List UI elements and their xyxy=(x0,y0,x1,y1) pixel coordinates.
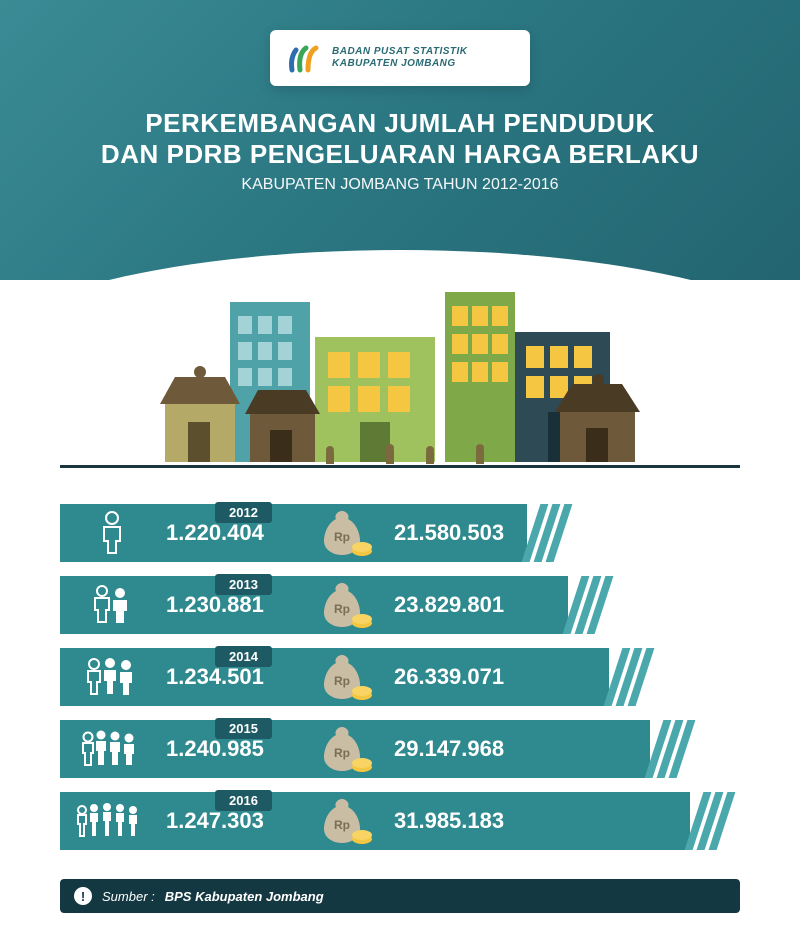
money-bag-icon: Rp xyxy=(310,509,380,557)
org-name-line2: KABUPATEN JOMBANG xyxy=(332,58,468,70)
people-icon xyxy=(72,583,152,627)
title-line1: PERKEMBANGAN JUMLAH PENDUDUK xyxy=(0,108,800,139)
money-bag-icon: Rp xyxy=(310,797,380,845)
title-line2: DAN PDRB PENGELUARAN HARGA BERLAKU xyxy=(0,139,800,170)
pdrb-value: 26.339.071 xyxy=(394,664,504,690)
pdrb-value: 21.580.503 xyxy=(394,520,504,546)
org-name-line1: BADAN PUSAT STATISTIK xyxy=(332,46,468,58)
year-badge: 2015 xyxy=(215,718,272,739)
population-value: 1.247.303 xyxy=(166,808,296,834)
source-value: BPS Kabupaten Jombang xyxy=(165,889,324,904)
year-badge: 2014 xyxy=(215,646,272,667)
logo-text: BADAN PUSAT STATISTIK KABUPATEN JOMBANG xyxy=(332,46,468,70)
pdrb-value: 23.829.801 xyxy=(394,592,504,618)
pdrb-value: 31.985.183 xyxy=(394,808,504,834)
money-bag-icon: Rp xyxy=(310,581,380,629)
ground-divider xyxy=(60,465,740,468)
year-badge: 2012 xyxy=(215,502,272,523)
people-icon xyxy=(72,511,152,555)
header-band: BADAN PUSAT STATISTIK KABUPATEN JOMBANG … xyxy=(0,0,800,280)
source-footer: ! Sumber : BPS Kabupaten Jombang xyxy=(60,879,740,913)
money-bag-icon: Rp xyxy=(310,725,380,773)
data-row: 2016 1.247.303 xyxy=(60,792,740,850)
year-badge: 2013 xyxy=(215,574,272,595)
population-value: 1.240.985 xyxy=(166,736,296,762)
svg-text:Rp: Rp xyxy=(334,818,350,832)
source-label: Sumber : xyxy=(102,889,155,904)
data-row: 2013 1.230.881 Rp 2 xyxy=(60,576,740,634)
people-icon xyxy=(72,655,152,699)
svg-text:Rp: Rp xyxy=(334,746,350,760)
data-row: 2015 1.240.985 xyxy=(60,720,740,778)
svg-text:Rp: Rp xyxy=(334,602,350,616)
svg-text:Rp: Rp xyxy=(334,530,350,544)
info-icon: ! xyxy=(74,887,92,905)
svg-text:Rp: Rp xyxy=(334,674,350,688)
people-icon xyxy=(72,727,152,771)
bps-logo-icon xyxy=(286,40,322,76)
data-row: 2012 1.220.404 Rp 21.580.503 xyxy=(60,504,740,562)
year-badge: 2016 xyxy=(215,790,272,811)
population-value: 1.230.881 xyxy=(166,592,296,618)
pdrb-value: 29.147.968 xyxy=(394,736,504,762)
infographic-canvas: BADAN PUSAT STATISTIK KABUPATEN JOMBANG … xyxy=(0,0,800,935)
population-value: 1.234.501 xyxy=(166,664,296,690)
people-icon xyxy=(72,799,152,843)
money-bag-icon: Rp xyxy=(310,653,380,701)
title-block: PERKEMBANGAN JUMLAH PENDUDUK DAN PDRB PE… xyxy=(0,108,800,194)
data-row: 2014 1.234.501 Rp xyxy=(60,648,740,706)
cityscape-illustration xyxy=(0,282,800,472)
population-value: 1.220.404 xyxy=(166,520,296,546)
logo-card: BADAN PUSAT STATISTIK KABUPATEN JOMBANG xyxy=(270,30,530,86)
data-rows: 2012 1.220.404 Rp 21.580.503 xyxy=(60,490,740,862)
subtitle: KABUPATEN JOMBANG TAHUN 2012-2016 xyxy=(0,176,800,194)
